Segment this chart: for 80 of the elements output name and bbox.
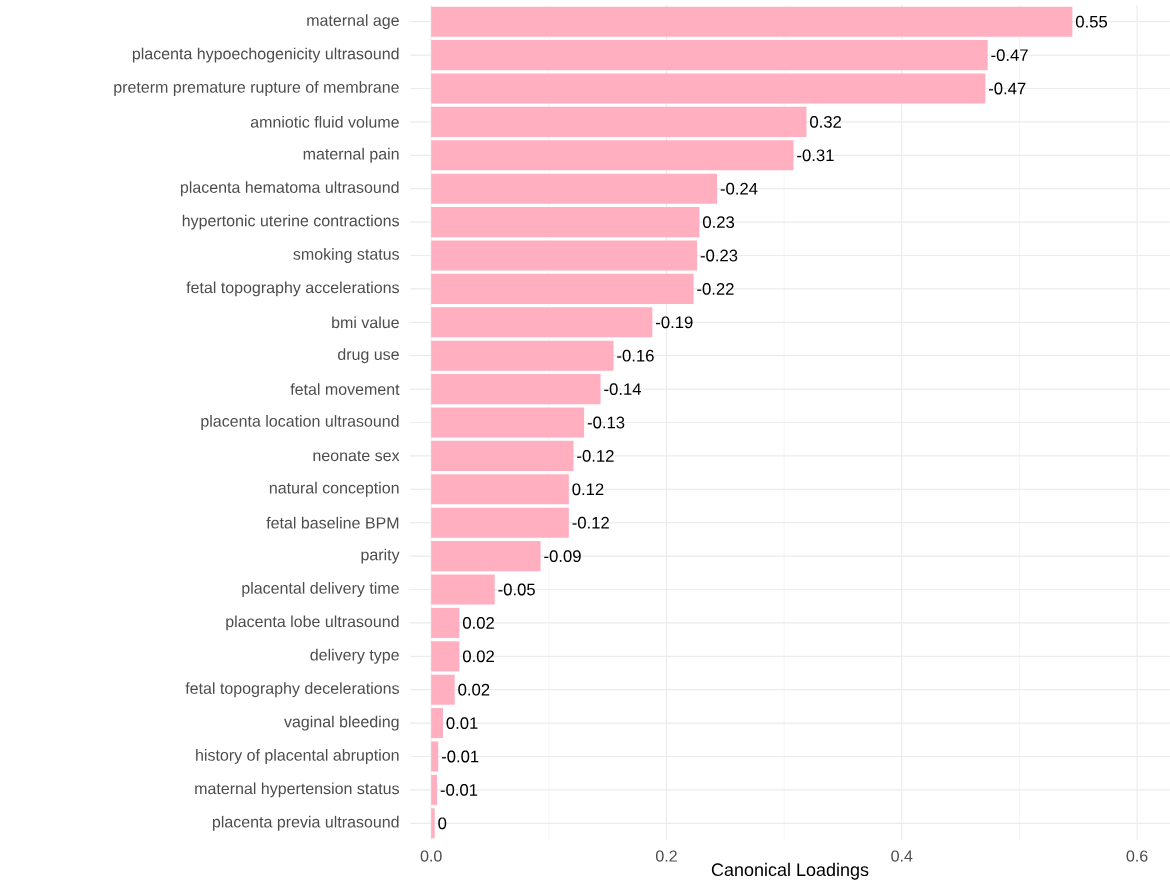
annotation: -0.14	[604, 383, 642, 395]
bar	[431, 741, 439, 772]
annotation: 0.01	[446, 717, 478, 729]
y-tick-label: maternal age	[307, 14, 399, 30]
annotation: 0.32	[810, 116, 841, 128]
bar	[431, 407, 585, 438]
annotation: -0.22	[697, 283, 734, 295]
annotation: 0	[438, 817, 447, 830]
annotation: 0.02	[458, 683, 490, 696]
bar	[431, 273, 694, 304]
y-tick-label: bmi value	[332, 316, 399, 329]
bar	[431, 574, 495, 605]
bar	[431, 340, 614, 371]
y-tick-label: hypertonic uterine contractions	[182, 214, 399, 230]
bar	[431, 40, 988, 71]
x-tick-label: 0.6	[1126, 850, 1148, 862]
annotation: -0.16	[617, 349, 654, 362]
y-tick-label: history of placental abruption	[196, 749, 399, 764]
y-tick-label: fetal baseline BPM	[266, 516, 399, 529]
annotation: -0.19	[656, 316, 693, 329]
y-tick-label: amniotic fluid volume	[250, 116, 399, 128]
bar	[431, 6, 1073, 37]
bar	[431, 207, 700, 238]
bar	[431, 173, 718, 204]
y-tick-label: natural conception	[269, 481, 399, 497]
y-tick-label: fetal topography decelerations	[185, 682, 399, 698]
annotation: -0.13	[587, 416, 625, 429]
annotation: -0.05	[498, 583, 535, 596]
y-tick-label: smoking status	[293, 248, 399, 263]
annotation: -0.24	[720, 182, 758, 195]
bar	[431, 774, 438, 805]
y-tick-label: neonate sex	[313, 450, 400, 462]
annotation: 0.55	[1075, 15, 1108, 28]
bar	[431, 708, 443, 739]
y-tick-label: parity	[361, 548, 400, 564]
annotation: -0.01	[441, 750, 479, 763]
y-tick-label: placenta location ultrasound	[201, 415, 399, 430]
y-tick-label: placenta lobe ultrasound	[226, 615, 399, 631]
bar	[431, 507, 569, 538]
y-tick-label: fetal topography accelerations	[186, 281, 399, 297]
annotation: 0.02	[463, 617, 494, 629]
annotation: -0.01	[440, 784, 478, 796]
annotation: -0.47	[988, 82, 1026, 95]
annotation: -0.47	[991, 49, 1028, 62]
y-tick-label: placenta hypoechogenicity ultrasound	[132, 47, 399, 63]
bar	[431, 374, 601, 405]
x-axis-title: Canonical Loadings	[711, 862, 869, 880]
bar	[431, 440, 574, 471]
annotation: -0.23	[700, 249, 738, 262]
y-tick-label: fetal movement	[290, 383, 400, 395]
y-tick-label: preterm premature rupture of membrane	[114, 81, 399, 96]
bar	[431, 240, 698, 271]
x-tick-label: 0.4	[891, 850, 913, 862]
y-tick-label: maternal pain	[303, 147, 399, 163]
y-tick-label: delivery type	[310, 648, 399, 664]
annotation: -0.12	[577, 450, 614, 462]
y-tick-label: maternal hypertension status	[195, 782, 399, 798]
bar	[431, 307, 653, 338]
annotation: 0.02	[463, 650, 494, 663]
x-tick-label: 0.0	[420, 850, 442, 862]
bar	[431, 140, 794, 171]
bar	[431, 106, 807, 137]
y-tick-label: placental delivery time	[242, 582, 399, 597]
bar	[431, 641, 460, 672]
annotation: -0.31	[797, 149, 834, 162]
bar	[431, 674, 455, 705]
y-tick-label: placenta hematoma ultrasound	[180, 181, 399, 197]
annotation: 0.23	[703, 216, 735, 228]
x-tick-label: 0.2	[655, 850, 677, 862]
bar	[431, 541, 541, 572]
y-tick-label: drug use	[338, 348, 399, 364]
bar	[431, 607, 460, 638]
annotation: 0.12	[572, 483, 604, 496]
annotation: -0.12	[572, 516, 609, 529]
bar	[431, 808, 435, 839]
annotation: -0.09	[544, 550, 581, 562]
bar	[431, 73, 986, 104]
y-tick-label: placenta previa ultrasound	[212, 815, 399, 831]
bar	[431, 474, 569, 505]
y-tick-label: vaginal bleeding	[284, 715, 399, 731]
